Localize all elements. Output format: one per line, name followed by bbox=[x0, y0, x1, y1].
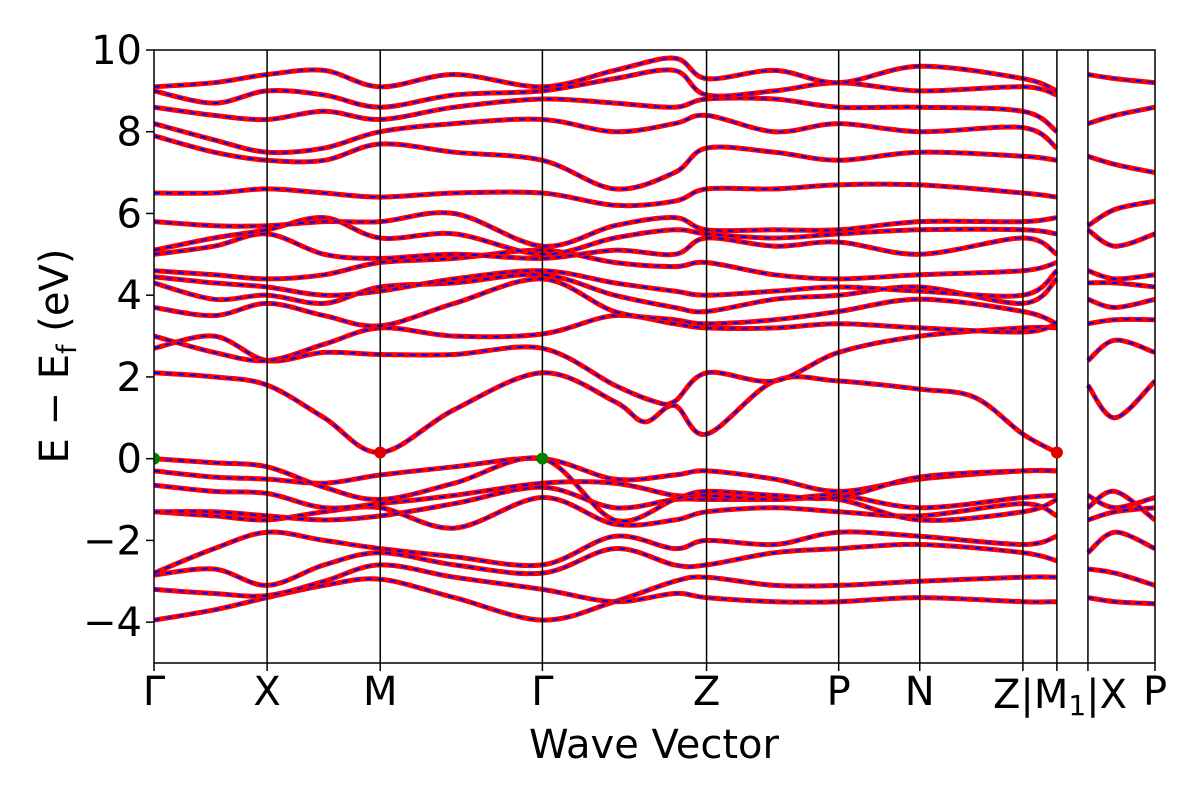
band-line-spin-down bbox=[154, 530, 1058, 575]
x-tick-label: P bbox=[827, 669, 851, 715]
y-axis-label-subscript: f bbox=[52, 343, 83, 354]
y-axis-label: E − Ef (eV) bbox=[32, 249, 83, 464]
xtick-label-combined: Z|M1|X bbox=[993, 672, 1127, 722]
x-tick-label: P bbox=[1143, 669, 1167, 715]
band-line-spin-down bbox=[154, 232, 1058, 260]
band-line-spin-down bbox=[154, 97, 1058, 133]
band-line-spin-up bbox=[1086, 529, 1155, 555]
x-axis-label: Wave Vector bbox=[529, 722, 780, 768]
x-tick-label: M bbox=[363, 669, 398, 715]
band-line-spin-up bbox=[1086, 488, 1155, 523]
extrema-markers bbox=[154, 446, 1063, 465]
band-line-spin-down bbox=[1087, 155, 1155, 174]
band-line-spin-down bbox=[154, 269, 1058, 298]
band-line-spin-down bbox=[154, 114, 1058, 154]
y-tick-label: −4 bbox=[83, 600, 142, 646]
x-tick-label: X bbox=[253, 669, 280, 715]
band-line-spin-down bbox=[154, 326, 1057, 406]
bands-layer bbox=[154, 55, 1155, 623]
y-axis-ticks: −4 −2 0 2 4 6 8 10 bbox=[83, 28, 154, 646]
band-line-spin-down bbox=[1087, 228, 1155, 248]
y-tick-label: 8 bbox=[117, 110, 142, 156]
band-line-spin-down bbox=[1087, 568, 1155, 587]
band-line-spin-down bbox=[1087, 73, 1155, 84]
band-line-spin-down bbox=[154, 211, 1058, 248]
x-tick-label: Z bbox=[693, 669, 720, 715]
x-tick-label: Γ bbox=[143, 669, 166, 715]
y-tick-label: 10 bbox=[91, 28, 142, 74]
band-line-spin-down bbox=[154, 456, 1057, 523]
xtick-combined-subscript: 1 bbox=[1068, 689, 1086, 722]
band-line-spin-down bbox=[154, 249, 1058, 280]
band-line-spin-down bbox=[154, 273, 1058, 313]
band-line-spin-down bbox=[154, 563, 1057, 604]
band-line-spin-down bbox=[1087, 596, 1155, 605]
band-line-spin-down bbox=[1087, 200, 1155, 227]
band-line-spin-down bbox=[1087, 281, 1155, 288]
band-line-spin-down bbox=[1087, 298, 1155, 309]
xtick-combined-main: Z|M bbox=[993, 672, 1068, 718]
xtick-combined-tail: |X bbox=[1086, 672, 1127, 718]
vbm-marker bbox=[154, 452, 160, 465]
band-line-spin-down bbox=[154, 457, 1057, 493]
band-line-spin-up bbox=[1086, 337, 1155, 363]
band-line-spin-down bbox=[1087, 318, 1155, 325]
band-line-spin-down bbox=[154, 371, 1058, 454]
band-line-spin-down bbox=[154, 314, 1058, 362]
y-axis-label-main: E − E bbox=[32, 354, 78, 464]
band-line-spin-down bbox=[154, 543, 1058, 587]
band-line-spin-down bbox=[154, 480, 1057, 510]
cbm-marker bbox=[374, 446, 387, 459]
y-tick-label: −2 bbox=[83, 518, 142, 564]
band-line-spin-down bbox=[1087, 380, 1155, 419]
band-line-spin-down bbox=[1087, 506, 1155, 521]
band-line-spin-down bbox=[1087, 106, 1155, 125]
plot-frame bbox=[153, 49, 1156, 664]
y-tick-label: 6 bbox=[117, 191, 142, 237]
vbm-marker bbox=[536, 452, 549, 465]
band-line-spin-down bbox=[154, 277, 1058, 328]
x-tick-label: N bbox=[905, 669, 935, 715]
y-tick-label: 4 bbox=[117, 273, 142, 319]
kpoint-lines bbox=[266, 50, 1089, 663]
y-axis-label-unit: (eV) bbox=[32, 249, 78, 345]
y-tick-label: 0 bbox=[117, 437, 142, 483]
band-line-spin-down bbox=[154, 134, 1058, 191]
band-line-spin-down bbox=[154, 486, 1058, 522]
cbm-marker bbox=[1050, 446, 1063, 459]
x-tick-label: Γ bbox=[531, 669, 554, 715]
band-line-spin-down bbox=[1087, 269, 1155, 280]
band-line-spin-down bbox=[1087, 494, 1155, 509]
band-line-spin-down bbox=[154, 183, 1058, 207]
y-tick-label: 2 bbox=[117, 355, 142, 401]
band-line-spin-down bbox=[154, 57, 1058, 92]
band-line-spin-down bbox=[154, 68, 1058, 109]
